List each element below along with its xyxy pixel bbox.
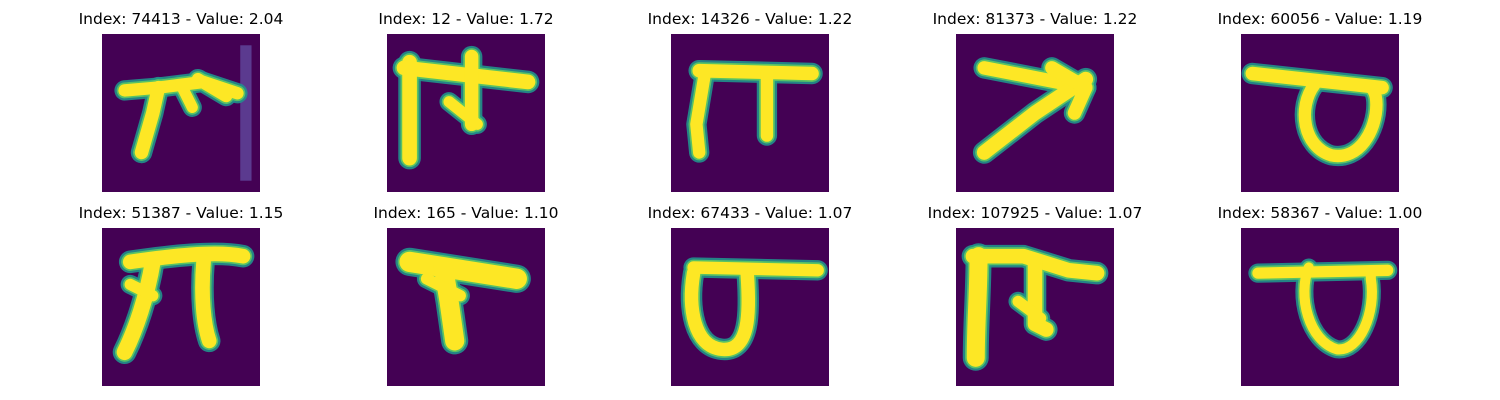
glyph-stroke [1027, 254, 1054, 337]
digit-image [387, 34, 545, 192]
panel-title: Index: 60056 - Value: 1.19 [1217, 10, 1423, 28]
glyph-stroke [191, 72, 233, 103]
glyph-stroke [399, 251, 527, 289]
panel-5: Index: 60056 - Value: 1.19 [1218, 10, 1422, 192]
panel-title: Index: 74413 - Value: 2.04 [78, 10, 284, 28]
glyph-stroke [966, 247, 988, 367]
digit-image [956, 34, 1114, 192]
digit-image [671, 228, 829, 386]
vertical-bar-artifact [240, 45, 252, 181]
glyph-stroke [687, 261, 824, 277]
glyph-stroke [433, 257, 465, 351]
digit-image [102, 228, 260, 386]
panel-title: Index: 14326 - Value: 1.22 [647, 10, 853, 28]
glyph-stroke [692, 63, 819, 81]
digit-image [956, 228, 1114, 386]
panel-title: Index: 51387 - Value: 1.15 [78, 204, 284, 222]
glyph-stroke [1045, 61, 1093, 120]
digit-image [387, 228, 545, 386]
glyph-stroke [690, 67, 712, 159]
panel-3: Index: 14326 - Value: 1.22 [648, 10, 852, 192]
panel-title: Index: 107925 - Value: 1.07 [927, 204, 1143, 222]
panel-9: Index: 107925 - Value: 1.07 [928, 204, 1142, 386]
panel-1: Index: 74413 - Value: 2.04 [79, 10, 283, 192]
panel-2: Index: 12 - Value: 1.72 [378, 10, 554, 192]
panel-7: Index: 165 - Value: 1.10 [373, 204, 559, 386]
glyph-stroke [1299, 262, 1377, 355]
glyph-stroke [1252, 264, 1394, 279]
glyph-stroke [195, 254, 217, 349]
panel-6: Index: 51387 - Value: 1.15 [79, 204, 283, 386]
glyph-stroke [116, 253, 161, 361]
panel-title: Index: 67433 - Value: 1.07 [647, 204, 853, 222]
digit-image [102, 34, 260, 192]
panel-10: Index: 58367 - Value: 1.00 [1218, 204, 1422, 386]
glyph-stroke [134, 80, 166, 160]
glyph-stroke [443, 96, 483, 130]
image-background [102, 34, 260, 192]
panel-title: Index: 165 - Value: 1.10 [373, 204, 559, 222]
glyph-stroke [965, 248, 1105, 281]
digit-image [671, 34, 829, 192]
digit-image [1241, 34, 1399, 192]
glyph-stroke [1298, 78, 1383, 163]
glyph-stroke [1012, 295, 1047, 324]
panel-title: Index: 58367 - Value: 1.00 [1217, 204, 1423, 222]
panel-8: Index: 67433 - Value: 1.07 [648, 204, 852, 386]
glyph-stroke [976, 71, 1094, 160]
panel-title: Index: 12 - Value: 1.72 [378, 10, 554, 28]
panel-4: Index: 81373 - Value: 1.22 [933, 10, 1137, 192]
glyph-stroke [122, 246, 251, 270]
digit-image [1241, 228, 1399, 386]
glyph-stroke [420, 273, 467, 302]
glyph-stroke [684, 266, 756, 357]
glyph-stroke [124, 278, 159, 302]
glyph-stroke [175, 79, 198, 113]
panel-title: Index: 81373 - Value: 1.22 [932, 10, 1138, 28]
